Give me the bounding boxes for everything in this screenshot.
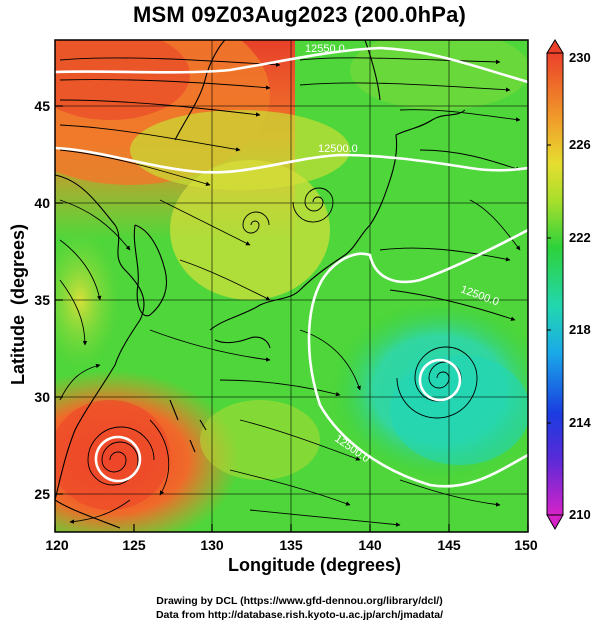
colorbar: 210 214 218 222 226 230 (546, 39, 591, 531)
x-tick-labels: 120 125 130 135 140 145 150 (45, 537, 538, 553)
contour-label-1: 12550.0 (305, 43, 345, 55)
colorbar-tick-230: 230 (569, 50, 591, 65)
colorbar-tick-214: 214 (569, 415, 591, 430)
x-tick-145: 145 (437, 537, 461, 553)
grid-lines (55, 40, 528, 532)
x-tick-125: 125 (122, 537, 146, 553)
credit-drawing: Drawing by DCL (https://www.gfd-dennou.o… (156, 595, 443, 607)
y-tick-40: 40 (34, 195, 50, 211)
y-tick-45: 45 (34, 98, 50, 114)
y-tick-35: 35 (34, 292, 50, 308)
coastlines (55, 40, 466, 529)
x-tick-140: 140 (358, 537, 382, 553)
vortices (87, 187, 478, 486)
contour-label-2: 12500.0 (318, 143, 358, 155)
y-tick-30: 30 (34, 389, 50, 405)
y-tick-25: 25 (34, 486, 50, 502)
x-tick-135: 135 (279, 537, 303, 553)
axis-ticks (54, 105, 529, 532)
colorbar-tick-222: 222 (569, 230, 591, 245)
x-axis-label: Longitude (degrees) (227, 555, 401, 575)
x-tick-130: 130 (200, 537, 224, 553)
height-contours (55, 46, 528, 488)
colorbar-tick-218: 218 (569, 322, 591, 337)
colorbar-scale (546, 52, 564, 516)
x-tick-120: 120 (45, 537, 69, 553)
y-tick-labels: 25 30 35 40 45 (34, 98, 50, 502)
colorbar-bottom-arrow (546, 514, 564, 531)
colorbar-top-arrow (546, 39, 564, 54)
x-tick-150: 150 (514, 537, 538, 553)
y-axis-label: Latitude (degrees) (8, 223, 28, 385)
credit-data-source: Data from http://database.rish.kyoto-u.a… (155, 609, 444, 621)
colorbar-tick-226: 226 (569, 137, 591, 152)
temperature-field (55, 40, 528, 532)
chart-title: MSM 09Z03Aug2023 (200.0hPa) (132, 2, 467, 27)
colorbar-tick-210: 210 (569, 507, 591, 522)
